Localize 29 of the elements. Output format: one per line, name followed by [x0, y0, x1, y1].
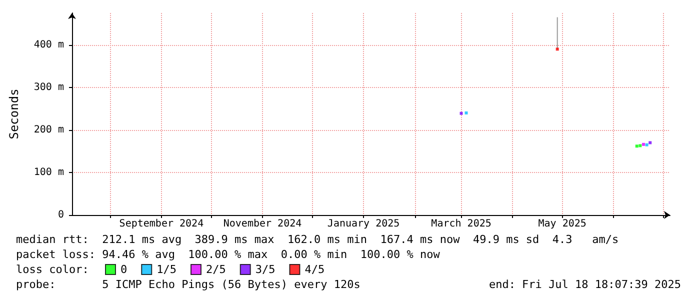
- point: [638, 144, 642, 148]
- point: [645, 143, 648, 146]
- text: end: Fri Jul 18 18:07:39 2025: [488, 278, 682, 291]
- y-tick-label: 100 m: [34, 166, 64, 178]
- x-tick-label: May 2025: [538, 218, 586, 230]
- point: [556, 48, 559, 51]
- y-tick-label: 300 m: [34, 82, 64, 93]
- x-tick-label: November 2024: [223, 218, 302, 230]
- text: probe: 5 ICMP Echo Pings (56 Bytes) every 120s: [16, 278, 360, 291]
- y-axis-title: Seconds: [7, 88, 21, 140]
- text: packet loss: 94.46 % avg 100.00 % max 0.00 % min 100.00 % now: [16, 248, 440, 261]
- point: [635, 144, 638, 148]
- legend-label: 4/5: [304, 263, 325, 276]
- x-tick-label: September 2024: [119, 218, 204, 230]
- y-tick-label: 0: [58, 210, 64, 220]
- point: [642, 142, 645, 146]
- point: [648, 141, 652, 144]
- point: [460, 112, 463, 115]
- x-tick-label: January 2025: [327, 218, 400, 230]
- x-tick-label: March 2025: [431, 218, 492, 230]
- legend-title: loss color:: [16, 263, 89, 276]
- legend-label: 2/5: [206, 263, 226, 276]
- text: median rtt: 212.1 ms avg 389.9 ms max 162.0 ms min 167.4 ms now 49.9 ms sd 4.3 am/s: [16, 233, 619, 246]
- point: [464, 111, 468, 114]
- y-tick-label: 400 m: [34, 39, 64, 50]
- legend-label: 3/5: [255, 263, 276, 276]
- legend-label: 1/5: [156, 263, 176, 276]
- y-tick-label: 200 m: [34, 124, 64, 136]
- legend-label: 0: [120, 263, 128, 276]
